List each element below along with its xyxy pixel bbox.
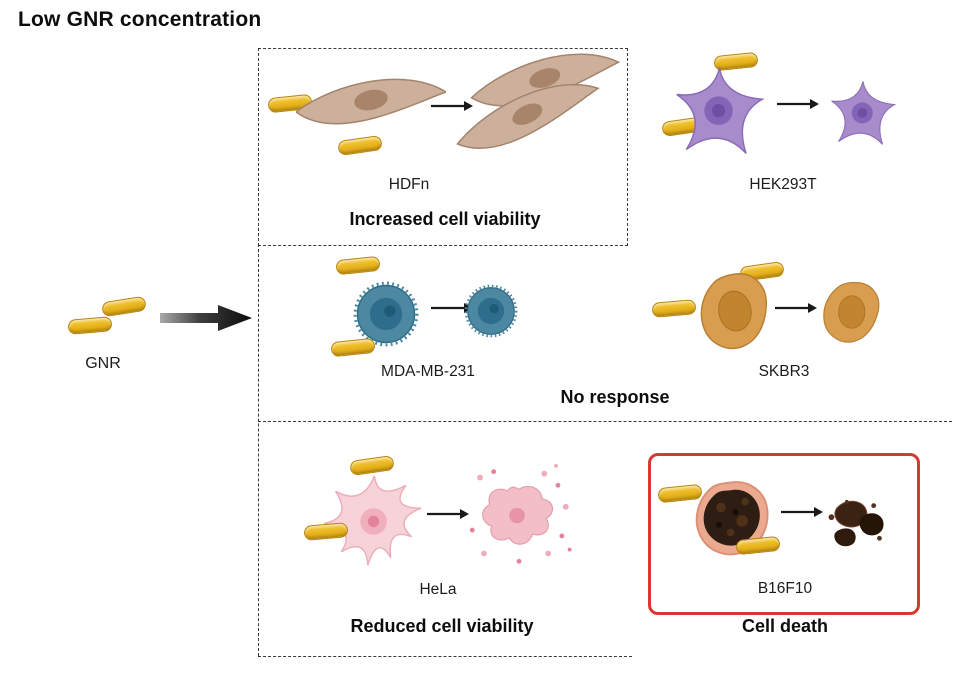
b16f10-label: B16F10	[757, 580, 813, 597]
transition-arrow-icon	[431, 101, 473, 111]
hdfn-cell-icon	[296, 78, 446, 125]
gold-nanorod-icon	[335, 255, 381, 276]
hek293t-cell-small-icon	[831, 81, 897, 145]
cell-death-highlight-box	[648, 453, 920, 615]
b16f10-cell-icon	[695, 481, 769, 556]
hek293t-cell-icon	[676, 67, 765, 154]
transition-arrow-icon	[427, 509, 469, 519]
skbr3-cell-icon	[823, 281, 880, 343]
flow-arrow-icon	[160, 305, 252, 331]
increased-viability-dashed-box	[258, 48, 628, 246]
gold-nanorod-icon	[101, 295, 147, 318]
figure-title: Low GNR concentration	[18, 8, 262, 31]
mda-mb-231-cell-icon	[464, 284, 518, 338]
vertical-section-divider	[258, 244, 259, 656]
middle-section-divider	[258, 421, 952, 422]
transition-arrow-icon	[781, 507, 823, 517]
gold-nanorod-icon	[651, 299, 697, 318]
reduced-viability-caption: Reduced cell viability	[350, 616, 534, 636]
transition-arrow-icon	[775, 303, 817, 313]
hela-cell-apoptotic-icon	[469, 463, 572, 564]
hek293t-label: HEK293T	[749, 176, 817, 193]
hela-label: HeLa	[419, 581, 457, 598]
mda-mb-231-label: MDA-MB-231	[381, 363, 475, 380]
hdfn-label: HDFn	[388, 176, 430, 193]
hela-cell-icon	[324, 475, 422, 566]
gold-nanorod-icon	[349, 455, 395, 476]
cell-death-caption: Cell death	[741, 616, 829, 636]
transition-arrow-icon	[777, 99, 819, 109]
bottom-section-divider	[258, 656, 632, 657]
gold-nanorod-icon	[330, 337, 376, 358]
skbr3-cell-icon	[700, 273, 768, 350]
skbr3-label: SKBR3	[758, 363, 810, 380]
increased-viability-caption: Increased cell viability	[349, 209, 541, 229]
no-response-caption: No response	[560, 387, 670, 407]
b16f10-cell-dead-icon	[828, 499, 884, 547]
mda-mb-231-cell-icon	[353, 281, 419, 347]
hdfn-cells-proliferated-icon	[456, 53, 621, 150]
gold-nanorod-icon	[67, 316, 113, 335]
gnr-label: GNR	[85, 355, 121, 372]
